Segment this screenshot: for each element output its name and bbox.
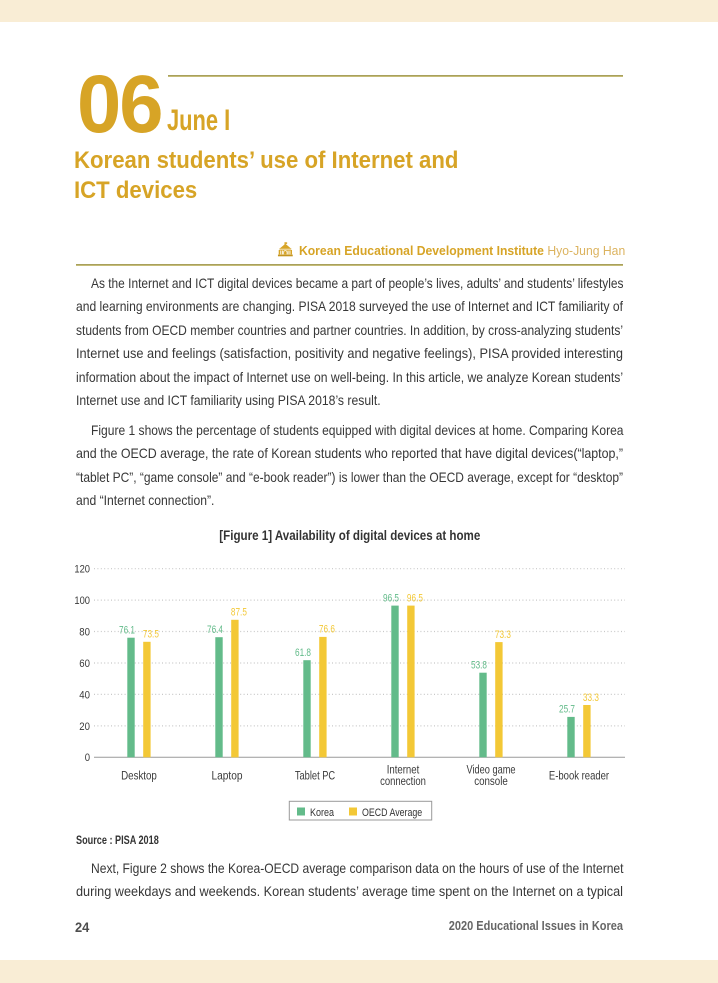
- svg-text:25.7: 25.7: [559, 704, 575, 716]
- svg-text:0: 0: [85, 752, 90, 764]
- svg-text:87.5: 87.5: [231, 607, 247, 619]
- svg-text:53.8: 53.8: [471, 660, 487, 672]
- svg-text:console: console: [474, 774, 508, 788]
- svg-text:76.4: 76.4: [207, 624, 223, 636]
- svg-text:20: 20: [79, 721, 90, 733]
- svg-text:Tablet PC: Tablet PC: [295, 768, 335, 782]
- svg-text:Desktop: Desktop: [121, 768, 157, 782]
- svg-text:76.6: 76.6: [319, 624, 335, 636]
- svg-text:80: 80: [79, 626, 90, 638]
- svg-text:connection: connection: [380, 774, 426, 788]
- svg-text:120: 120: [74, 564, 90, 576]
- svg-text:61.8: 61.8: [295, 647, 311, 659]
- svg-text:40: 40: [79, 689, 90, 701]
- svg-text:Laptop: Laptop: [212, 768, 243, 782]
- svg-text:73.5: 73.5: [143, 629, 159, 641]
- svg-text:96.5: 96.5: [383, 592, 399, 604]
- svg-text:E-book reader: E-book reader: [549, 768, 609, 782]
- svg-text:Internet: Internet: [387, 763, 420, 777]
- svg-text:76.1: 76.1: [119, 625, 135, 637]
- svg-text:33.3: 33.3: [583, 692, 599, 704]
- svg-text:60: 60: [79, 658, 90, 670]
- svg-text:OECD Average: OECD Average: [362, 807, 422, 819]
- svg-text:73.3: 73.3: [495, 629, 511, 641]
- svg-text:Korea: Korea: [310, 807, 335, 819]
- svg-text:96.5: 96.5: [407, 592, 423, 604]
- svg-text:Video game: Video game: [467, 763, 516, 777]
- svg-text:100: 100: [74, 595, 90, 607]
